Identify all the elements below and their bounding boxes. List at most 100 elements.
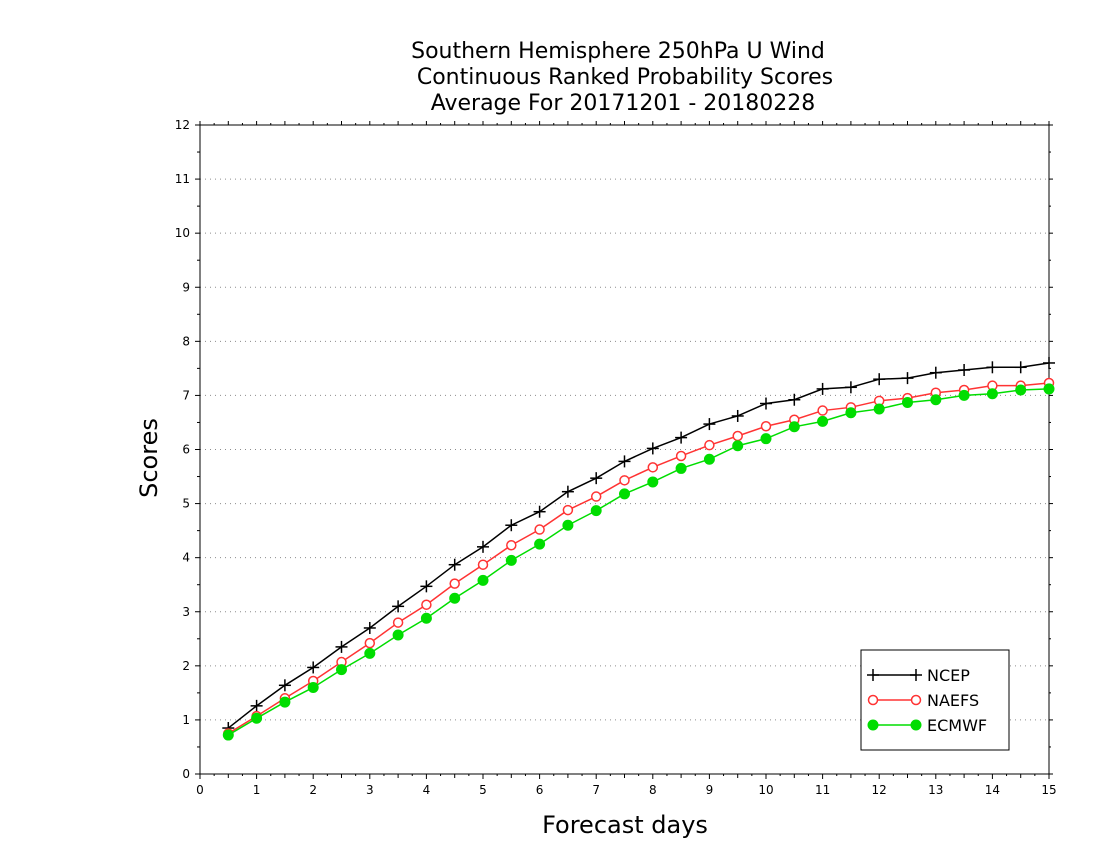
- data-point-naefs: [421, 599, 432, 610]
- data-point-ncep: [392, 600, 405, 613]
- data-point-naefs: [760, 420, 772, 432]
- data-point-ecmwf: [392, 629, 404, 641]
- data-point-ncep: [1014, 361, 1027, 374]
- data-point-ecmwf: [675, 462, 687, 474]
- data-point-ecmwf: [732, 440, 744, 452]
- data-point-naefs: [704, 439, 715, 451]
- chart-title-line-1: Southern Hemisphere 250hPa U Wind: [411, 39, 825, 64]
- data-point-naefs: [364, 637, 376, 649]
- data-point-naefs: [392, 617, 404, 628]
- data-point-ncep: [618, 455, 631, 468]
- legend-entry-ncep: NCEP: [867, 666, 970, 685]
- data-point-ecmwf: [902, 396, 913, 408]
- data-point-ecmwf: [788, 421, 800, 433]
- data-point-ncep: [731, 409, 744, 422]
- data-point-naefs: [534, 524, 545, 535]
- data-point-ecmwf: [619, 488, 630, 500]
- data-point-naefs: [817, 405, 828, 416]
- data-point-ecmwf: [307, 681, 319, 693]
- data-point-ecmwf: [986, 388, 998, 400]
- data-point-ecmwf: [336, 664, 347, 676]
- y-tick-label: 7: [182, 388, 190, 402]
- y-tick-label: 8: [182, 334, 190, 348]
- data-point-ncep: [929, 366, 942, 379]
- data-point-ecmwf: [251, 712, 263, 724]
- data-point-ecmwf: [703, 453, 715, 465]
- chart-title-line-2: Continuous Ranked Probability Scores: [417, 65, 833, 90]
- x-tick-label: 13: [928, 783, 943, 797]
- y-tick-label: 6: [182, 443, 190, 457]
- legend: NCEP NAEFS ECMWF: [860, 649, 1010, 751]
- data-point-ncep: [307, 661, 320, 674]
- data-point-ecmwf: [845, 407, 857, 419]
- x-tick-label: 6: [536, 783, 544, 797]
- data-point-ncep: [335, 640, 348, 653]
- data-point-ecmwf: [534, 538, 546, 550]
- x-tick-label: 12: [872, 783, 887, 797]
- series-ecmwf: [222, 383, 1055, 741]
- data-point-naefs: [647, 462, 659, 473]
- legend-marker-ncep: [867, 669, 879, 681]
- series-line-ncep: [227, 362, 1050, 729]
- data-point-ecmwf: [590, 505, 602, 517]
- y-tick-label: 12: [175, 118, 190, 132]
- y-tick-label: 5: [182, 497, 190, 511]
- x-tick-label: 7: [592, 783, 600, 797]
- legend-entry-naefs: NAEFS: [867, 691, 979, 710]
- y-tick-label: 9: [182, 280, 190, 294]
- data-point-ecmwf: [760, 433, 772, 445]
- legend-label-ncep: NCEP: [927, 666, 970, 685]
- x-tick-label: 15: [1041, 783, 1056, 797]
- data-point-ecmwf: [562, 519, 574, 531]
- data-point-ecmwf: [449, 592, 461, 604]
- data-point-naefs: [619, 475, 630, 486]
- y-tick-label: 0: [182, 767, 190, 781]
- data-point-ncep: [448, 558, 461, 571]
- legend-marker-ncep: [910, 669, 922, 681]
- legend-marker-ecmwf: [910, 719, 922, 731]
- y-tick-label: 3: [182, 605, 190, 619]
- legend-entry-ecmwf: ECMWF: [867, 716, 987, 735]
- data-point-ncep: [1043, 356, 1055, 369]
- data-point-ecmwf: [364, 647, 376, 659]
- data-point-ncep: [703, 418, 716, 431]
- data-point-ecmwf: [1043, 383, 1055, 395]
- data-point-ncep: [477, 540, 489, 553]
- x-tick-label: 5: [479, 783, 487, 797]
- data-point-ncep: [788, 393, 801, 406]
- data-point-ecmwf: [505, 554, 517, 566]
- x-tick-label: 3: [366, 783, 374, 797]
- data-point-ecmwf: [647, 476, 659, 488]
- data-point-ncep: [986, 361, 999, 374]
- series-ncep: [222, 356, 1055, 735]
- y-tick-label: 1: [182, 713, 190, 727]
- legend-marker-ecmwf: [867, 719, 879, 731]
- legend-marker-naefs: [867, 694, 879, 706]
- data-point-ncep: [363, 621, 376, 634]
- data-point-naefs: [732, 430, 743, 442]
- data-point-ncep: [958, 363, 971, 376]
- data-point-ncep: [533, 505, 546, 518]
- data-point-ncep: [844, 381, 857, 394]
- data-point-ncep: [760, 397, 772, 410]
- y-tick-label: 2: [182, 659, 190, 673]
- data-point-ecmwf: [222, 729, 234, 741]
- y-axis-label: Scores: [135, 418, 163, 498]
- data-point-ecmwf: [1015, 384, 1027, 396]
- data-point-ncep: [561, 485, 574, 498]
- x-tick-label: 0: [196, 783, 204, 797]
- legend-marker-naefs: [910, 694, 922, 706]
- data-point-ncep: [278, 679, 291, 692]
- data-point-ncep: [250, 699, 263, 712]
- chart-title-line-3: Average For 20171201 - 20180228: [431, 91, 816, 116]
- y-tick-label: 4: [182, 551, 190, 565]
- data-point-ncep: [816, 382, 829, 395]
- x-tick-label: 2: [309, 783, 317, 797]
- x-tick-label: 10: [758, 783, 773, 797]
- legend-label-naefs: NAEFS: [927, 691, 979, 710]
- x-tick-label: 4: [423, 783, 431, 797]
- data-point-ecmwf: [958, 389, 970, 401]
- data-point-ncep: [901, 372, 914, 385]
- series-lines: [222, 356, 1055, 741]
- data-point-naefs: [477, 559, 489, 570]
